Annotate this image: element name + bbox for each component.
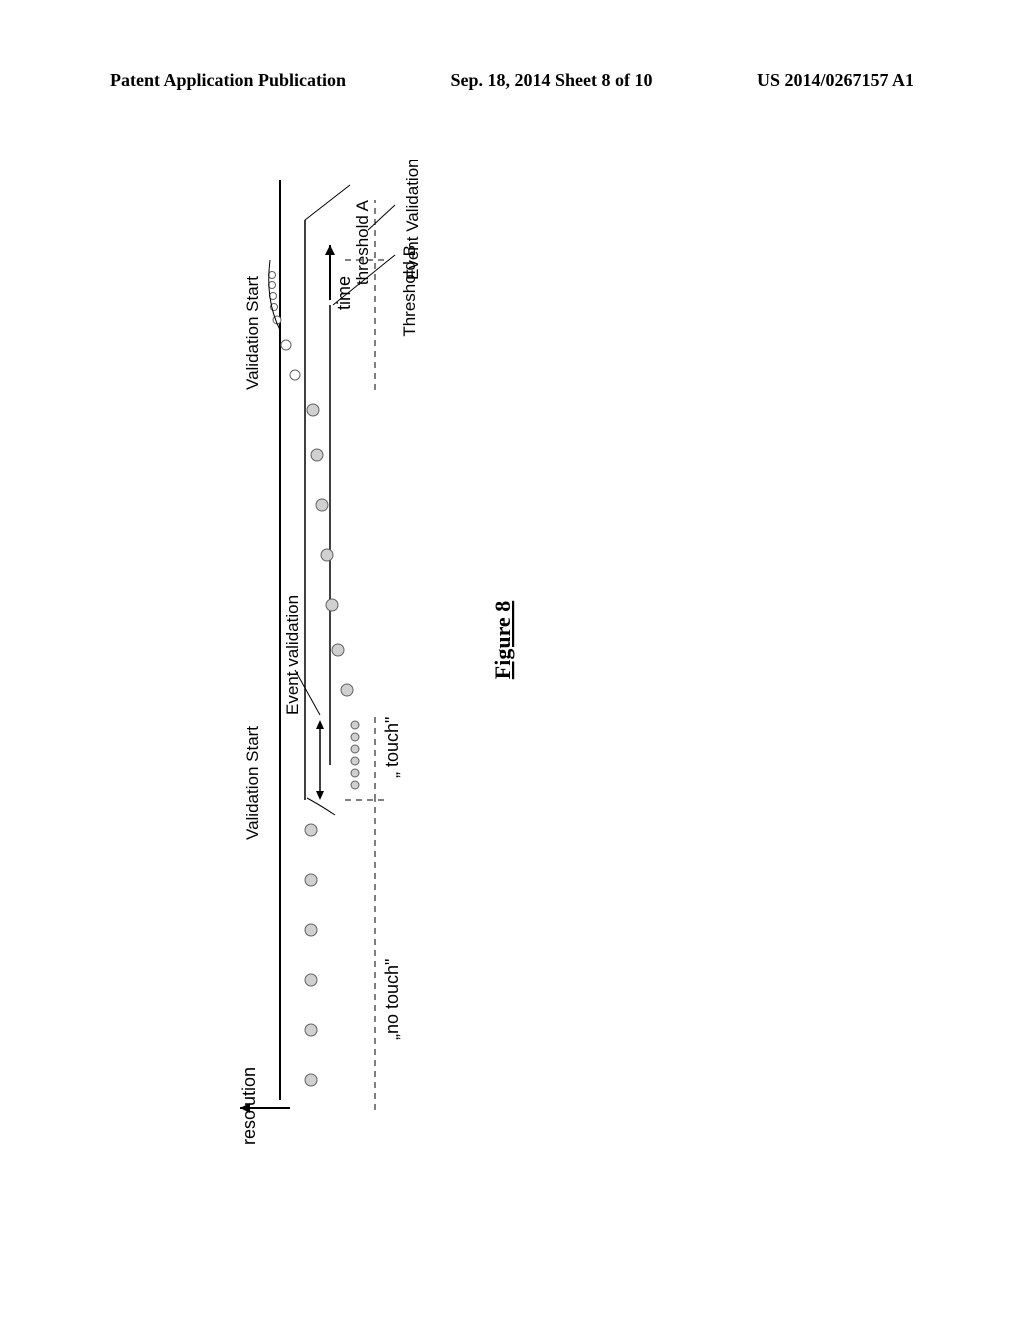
header-right: US 2014/0267157 A1: [757, 70, 914, 91]
data-point: [269, 272, 276, 279]
data-point: [305, 874, 317, 886]
data-point: [269, 282, 276, 289]
data-point: [351, 745, 359, 753]
data-point: [351, 733, 359, 741]
header-center: Sep. 18, 2014 Sheet 8 of 10: [451, 70, 653, 91]
threshold-a-label: threshold A: [353, 199, 372, 285]
data-point: [281, 340, 291, 350]
touch-label: „ touch": [382, 717, 402, 778]
data-point: [351, 781, 359, 789]
data-point: [290, 370, 300, 380]
no-touch-label: „no touch": [382, 959, 402, 1040]
data-point: [305, 1074, 317, 1086]
data-point: [305, 1024, 317, 1036]
threshold-b-label: Threshold B: [400, 245, 419, 337]
header-left: Patent Application Publication: [110, 70, 346, 91]
event-val-leader: [368, 205, 395, 230]
arrowhead: [316, 720, 324, 729]
data-point: [351, 757, 359, 765]
data-point: [332, 644, 344, 656]
validation-start-2-label: Validation Start: [243, 276, 262, 390]
event-validation-1-label: Event validation: [283, 595, 302, 715]
data-point: [305, 974, 317, 986]
figure-diagram: resolution time „no touch" „ touch" Vali…: [220, 160, 820, 1160]
diagram-svg: resolution time „no touch" „ touch" Vali…: [220, 160, 820, 1160]
data-point: [341, 684, 353, 696]
data-point: [305, 824, 317, 836]
threshold-a-leader: [305, 185, 350, 220]
data-point: [326, 599, 338, 611]
data-point: [316, 499, 328, 511]
validation-start-1-label: Validation Start: [243, 726, 262, 840]
data-point: [305, 924, 317, 936]
arrowhead: [316, 791, 324, 800]
resolution-label: resolution: [239, 1067, 259, 1145]
data-point: [311, 449, 323, 461]
data-point: [307, 404, 319, 416]
time-label: time: [334, 276, 354, 310]
time-arrowhead: [325, 245, 335, 255]
figure-caption: Figure 8: [490, 601, 515, 679]
leader-curve-1: [307, 798, 335, 815]
data-point: [351, 769, 359, 777]
page-header: Patent Application Publication Sep. 18, …: [0, 70, 1024, 91]
data-point: [351, 721, 359, 729]
data-point: [321, 549, 333, 561]
